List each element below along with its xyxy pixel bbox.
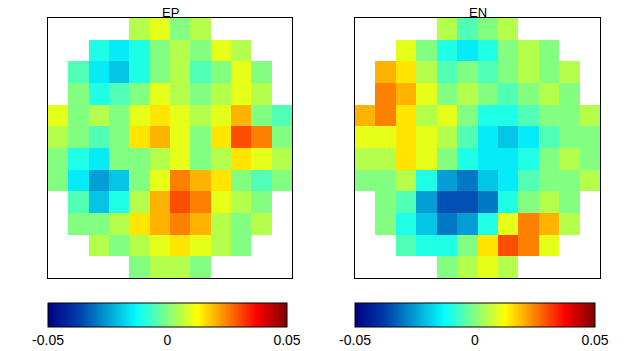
svg-text:0.05: 0.05 bbox=[273, 332, 300, 348]
svg-text:0: 0 bbox=[164, 332, 172, 348]
svg-text:EP: EP bbox=[162, 5, 179, 20]
svg-text:EN: EN bbox=[469, 5, 487, 20]
svg-text:-0.05: -0.05 bbox=[32, 332, 64, 348]
svg-text:0.05: 0.05 bbox=[581, 332, 608, 348]
svg-text:0: 0 bbox=[471, 332, 479, 348]
svg-text:-0.05: -0.05 bbox=[339, 332, 371, 348]
